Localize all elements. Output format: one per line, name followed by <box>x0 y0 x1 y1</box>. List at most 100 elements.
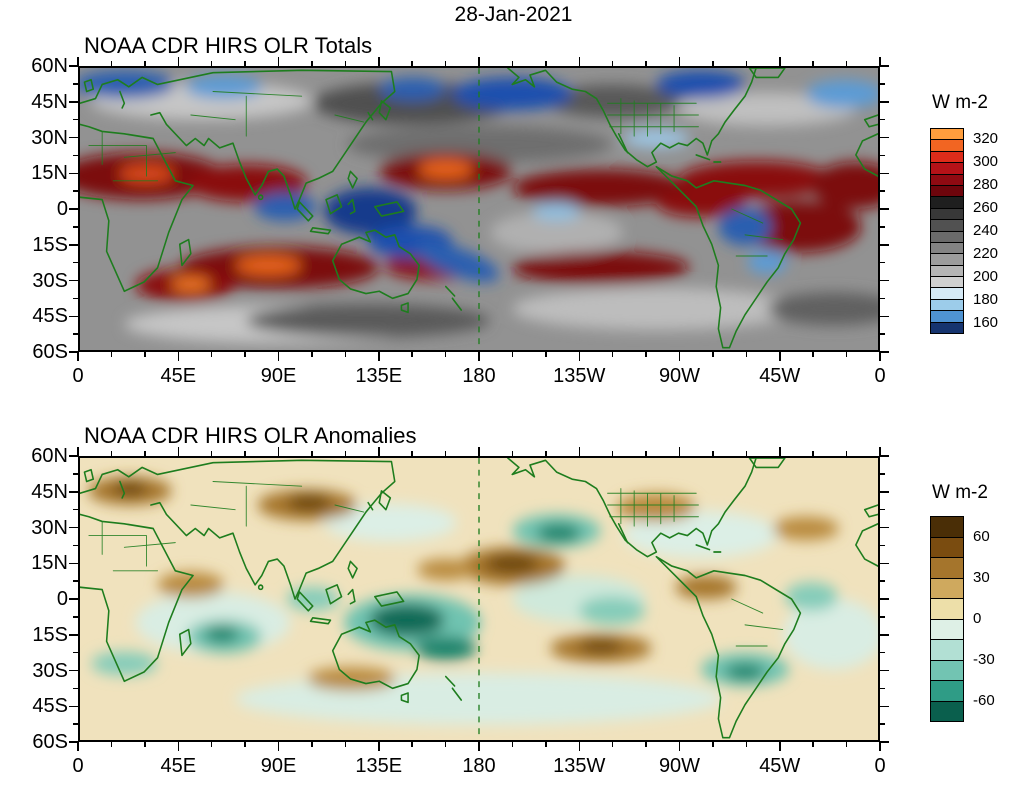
axis-tick <box>69 136 78 139</box>
y-axis-tick-label: 60N <box>31 445 68 467</box>
axis-tick <box>69 172 78 174</box>
axis-tick <box>879 352 881 361</box>
axis-tick <box>812 352 814 357</box>
colorbar-tick-label: 180 <box>973 290 999 308</box>
axis-tick <box>311 352 313 357</box>
axis-tick <box>880 154 885 157</box>
x-axis-tick-label: 135E <box>355 365 403 387</box>
axis-tick <box>411 451 413 456</box>
axis-tick <box>678 57 681 66</box>
y-axis-tick-label: 60N <box>31 55 68 77</box>
axis-tick <box>678 447 681 456</box>
axis-tick <box>244 451 246 456</box>
axis-tick <box>411 352 413 357</box>
colorbar-segment <box>931 174 963 186</box>
y-axis-tick-label: 0 <box>56 588 68 610</box>
x-axis-tick-label: 135W <box>553 365 606 387</box>
axis-tick <box>210 451 213 456</box>
colorbar-segment <box>931 299 963 312</box>
axis-tick <box>511 352 514 357</box>
colorbar-tick-label: 0 <box>973 610 982 627</box>
colorbar-totals <box>930 128 964 334</box>
axis-tick <box>73 297 78 300</box>
axis-tick <box>880 136 889 139</box>
x-axis-tick-label: 0 <box>874 365 886 387</box>
axis-tick <box>880 333 885 335</box>
axis-tick <box>73 190 78 192</box>
colorbar-segment <box>931 537 963 558</box>
axis-tick <box>611 742 614 747</box>
axis-tick <box>73 118 78 121</box>
colorbar-segment <box>931 660 963 681</box>
axis-tick <box>69 526 78 529</box>
axis-tick <box>77 447 79 456</box>
colorbar-segment <box>931 163 963 175</box>
axis-tick <box>73 154 78 157</box>
axis-tick <box>745 742 748 747</box>
x-axis-tick-label: 90E <box>260 365 297 387</box>
axis-tick <box>277 352 280 361</box>
colorbar-segment <box>931 311 963 323</box>
axis-tick <box>880 705 889 707</box>
axis-tick <box>478 57 480 66</box>
date-title: 28-Jan-2021 <box>454 3 573 26</box>
axis-tick <box>73 651 78 654</box>
axis-tick <box>277 57 280 66</box>
axis-tick <box>545 742 547 747</box>
axis-tick <box>879 57 881 66</box>
axis-tick <box>69 455 78 457</box>
axis-tick <box>880 491 889 493</box>
x-axis-tick-label: 45E <box>160 755 197 777</box>
colorbar-tick-label: 300 <box>973 153 999 171</box>
axis-tick <box>880 83 885 85</box>
axis-tick <box>73 580 78 582</box>
colorbar-segment <box>931 231 963 243</box>
axis-tick <box>77 57 79 66</box>
y-axis-tick-label: 15S <box>32 623 68 646</box>
y-axis-tick-label: 30S <box>32 659 68 682</box>
axis-tick <box>177 447 179 456</box>
x-axis-tick-label: 90W <box>658 365 701 387</box>
axis-tick <box>444 61 447 66</box>
colorbar-segment <box>931 242 963 255</box>
axis-tick <box>845 742 848 747</box>
axis-tick <box>478 352 480 361</box>
axis-tick <box>880 172 889 174</box>
colorbar-tick-label: 200 <box>973 267 999 285</box>
axis-tick <box>880 351 889 353</box>
axis-tick <box>545 61 547 66</box>
axis-tick <box>880 598 889 600</box>
axis-tick <box>578 352 580 361</box>
y-axis-tick-label: 45S <box>32 305 68 328</box>
axis-tick <box>69 491 78 493</box>
axis-tick <box>244 742 246 747</box>
axis-tick <box>645 61 647 66</box>
colorbar-segment <box>931 220 963 232</box>
axis-tick <box>678 742 681 751</box>
axis-tick <box>73 508 78 511</box>
axis-tick <box>311 451 313 456</box>
colorbar-segment <box>931 277 963 289</box>
axis-tick <box>69 208 78 210</box>
axis-tick <box>277 447 280 456</box>
colorbar-unit-anomalies: W m-2 <box>932 482 988 503</box>
y-axis-tick-label: 45N <box>31 90 68 113</box>
axis-tick <box>69 705 78 707</box>
colorbar-segment <box>931 701 963 721</box>
x-axis-tick-label: 0 <box>72 365 84 387</box>
x-axis-tick-label: 45W <box>759 365 801 387</box>
axis-tick <box>378 742 380 751</box>
axis-tick <box>812 451 814 456</box>
axis-tick <box>110 742 113 747</box>
axis-tick <box>73 723 78 725</box>
axis-tick <box>645 352 647 357</box>
axis-tick <box>69 351 78 353</box>
axis-tick <box>344 451 347 456</box>
colorbar-anomalies <box>930 516 964 722</box>
colorbar-segment <box>931 517 963 538</box>
y-axis-tick-label: 0 <box>56 198 68 220</box>
map-totals-field <box>80 68 878 350</box>
colorbar-segment <box>931 619 963 640</box>
colorbar-segment <box>931 151 963 164</box>
axis-tick <box>511 61 514 66</box>
